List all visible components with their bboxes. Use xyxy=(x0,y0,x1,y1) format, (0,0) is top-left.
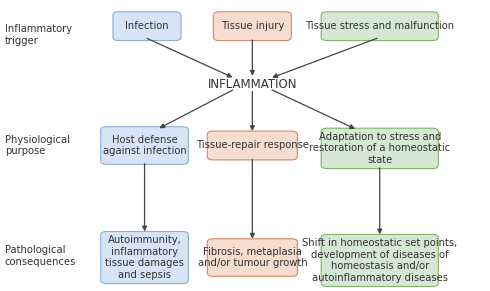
Text: Shift in homeostatic set points,
development of diseases of
homeostasis and/or
a: Shift in homeostatic set points, develop… xyxy=(302,238,457,283)
FancyBboxPatch shape xyxy=(207,239,297,276)
FancyBboxPatch shape xyxy=(100,127,188,164)
Text: Autoimmunity,
inflammatory
tissue damages
and sepsis: Autoimmunity, inflammatory tissue damage… xyxy=(105,235,184,280)
FancyBboxPatch shape xyxy=(213,12,291,40)
Text: INFLAMMATION: INFLAMMATION xyxy=(208,78,297,91)
FancyBboxPatch shape xyxy=(207,131,297,160)
Text: Adaptation to stress and
restoration of a homeostatic
state: Adaptation to stress and restoration of … xyxy=(309,132,450,165)
Text: Tissue-repair response: Tissue-repair response xyxy=(196,141,309,150)
FancyBboxPatch shape xyxy=(321,235,438,286)
Text: Physiological
purpose: Physiological purpose xyxy=(5,135,70,156)
FancyBboxPatch shape xyxy=(321,128,438,169)
Text: Inflammatory
trigger: Inflammatory trigger xyxy=(5,24,72,46)
Text: Fibrosis, metaplasia
and/or tumour growth: Fibrosis, metaplasia and/or tumour growt… xyxy=(197,247,307,268)
FancyBboxPatch shape xyxy=(100,232,188,283)
Text: Pathological
consequences: Pathological consequences xyxy=(5,245,76,267)
Text: Host defense
against infection: Host defense against infection xyxy=(103,135,186,156)
Text: Tissue stress and malfunction: Tissue stress and malfunction xyxy=(305,21,454,31)
Text: Tissue injury: Tissue injury xyxy=(220,21,284,31)
FancyBboxPatch shape xyxy=(321,12,438,40)
Text: Infection: Infection xyxy=(125,21,169,31)
FancyBboxPatch shape xyxy=(113,12,181,40)
